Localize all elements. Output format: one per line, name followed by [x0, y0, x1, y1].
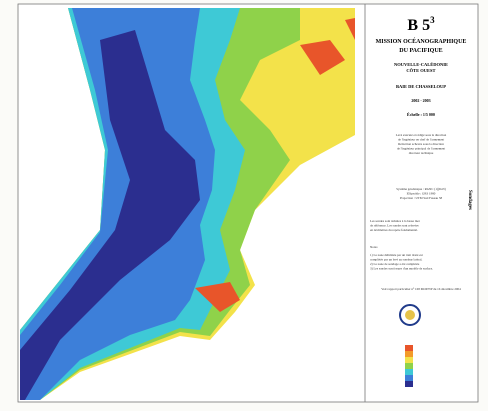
org: DU PACIFIQUE: [399, 48, 442, 54]
bathymetry: [20, 8, 355, 400]
swatch: [405, 363, 413, 369]
note-line: 1) La zone délimitée par un trait tireté…: [370, 253, 423, 257]
logo-center: [405, 310, 415, 320]
years: 2002 - 2003: [411, 98, 430, 103]
soundings-line: de référence. Les sondes sont relevées: [370, 224, 419, 228]
sheet-sup: 3: [430, 15, 435, 25]
drying-area: [300, 40, 345, 75]
text-block: Levé exécuté et rédigé sous la direction…: [370, 133, 461, 291]
soundings-line: en décimètres du repère fondamental.: [370, 228, 418, 232]
swatch: [405, 375, 413, 381]
note-line: 3) Les sondes sont issues d'un modèle de…: [370, 267, 433, 271]
place: BAIE DE CHASSELOUP: [396, 84, 446, 89]
note-line: complétée par un levé au sondeur latéral…: [370, 258, 423, 262]
drying-area: [195, 282, 240, 312]
deep-channel: [20, 30, 200, 400]
title-block: B 53 MISSION OCÉANOGRAPHIQUE DU PACIFIQU…: [376, 15, 467, 117]
swatch: [405, 369, 413, 375]
geodesy-line: Projection : UTM Sud Fuseau 58: [400, 196, 443, 200]
side-label: Sondages: [467, 190, 472, 210]
legend-swatches: [405, 345, 413, 387]
swatch: [405, 351, 413, 357]
swatch: [405, 357, 413, 363]
swatch: [405, 381, 413, 387]
direction-line: Rédaction achevée sous la direction: [398, 142, 444, 146]
sheet-number: B 53: [407, 15, 435, 34]
direction-line: de l'ingénieur en chef de l'armement: [398, 138, 444, 142]
sheet: B 5: [407, 17, 430, 34]
direction-line: Levé exécuté et rédigé sous la direction: [396, 133, 447, 137]
region: CÔTE OUEST: [406, 68, 435, 73]
swatch: [405, 345, 413, 351]
soundings-line: Les sondes sont réduites à la basse mer: [370, 219, 421, 223]
direction-line: directeur technique: [409, 151, 434, 155]
direction-line: de l'ingénieur principal de l'armement: [397, 147, 445, 151]
org: MISSION OCÉANOGRAPHIQUE: [376, 37, 467, 45]
drying-area: [345, 18, 355, 40]
note-line: 2) La zone de sondage a été complétée: [370, 262, 420, 266]
scale: Échelle : 1/5 000: [407, 112, 435, 117]
report: Voir rapport particulier n° 168 MOP/NP d…: [381, 287, 461, 291]
notes-title: Notes: [370, 245, 378, 249]
geodesy-line: Ellipsoïde : GRS 1980: [407, 192, 436, 196]
geodesy-line: Système géodésique : RGNC (1)(IGN): [396, 187, 446, 191]
region: NOUVELLE-CALÉDONIE: [394, 62, 448, 67]
